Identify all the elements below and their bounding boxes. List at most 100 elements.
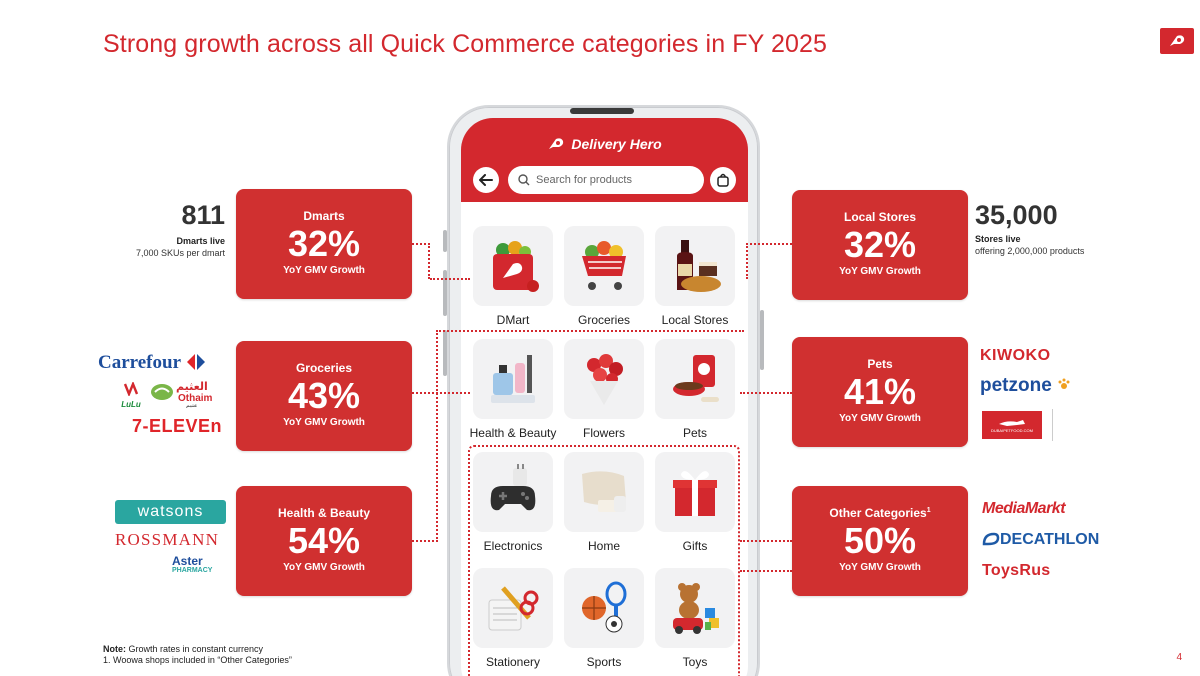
connector-other [740,540,792,572]
connector-groceries [412,392,470,394]
phone-side-button [443,270,447,316]
category-tile-electronics[interactable] [473,452,553,532]
kpi-card-label: YoY GMV Growth [839,562,921,573]
connector-other-bracket [468,445,740,676]
aster-logo: Aster PHARMACY [172,555,212,575]
gift-box-icon [673,471,717,516]
connector-dmarts [430,278,470,280]
othaim-logo: العثيم Othaim عثيم [150,380,222,410]
search-icon [518,174,530,186]
kpi-card-label: YoY GMV Growth [283,265,365,276]
category-label: Gifts [682,539,708,553]
gamepad-icon [490,464,536,511]
petzone-logo-text: petzone [980,375,1052,396]
category-tile-toys[interactable] [655,568,735,648]
phone-speaker [570,108,634,114]
category-tile-pets[interactable] [655,339,735,419]
category-label: Toys [682,655,708,669]
category-tile-health-beauty[interactable] [473,339,553,419]
category-label: Sports [586,655,622,669]
arrow-left-icon [479,174,493,186]
category-tile-home[interactable] [564,452,644,532]
footnote: Note: Growth rates in constant currency … [103,644,292,666]
kpi-card-value: 32% [843,224,917,265]
category-tile-dmart[interactable] [473,226,553,306]
shopping-bag-icon [717,173,729,187]
bag-button[interactable] [710,167,736,193]
dmarts-count-label: Dmarts live [176,236,225,246]
phone-side-button [443,230,447,252]
othaim-logo-text: Othaim [178,393,213,404]
stores-products-note: offering 2,000,000 products [975,246,1085,256]
kpi-card-groceries: Groceries 43% YoY GMV Growth [236,341,412,451]
connector-health [412,330,438,542]
category-label: Pets [682,426,707,440]
category-label: Groceries [577,313,630,327]
lulu-icon [123,380,139,398]
lulu-logo-text: LuLu [121,400,141,409]
toysrus-logo: ToysRus [982,562,1051,579]
dubaipetfood-logo-text: DUBAIPETFOOD.COM [990,427,1033,433]
search-input[interactable]: Search for products [508,166,704,194]
kpi-card-local-stores: Local Stores 32% YoY GMV Growth [792,190,968,300]
carrefour-icon [187,354,206,370]
kpi-card-value: 32% [287,223,361,264]
kpi-card-title: Local Stores [843,210,917,224]
category-label: DMart [496,313,530,327]
category-label: Electronics [483,539,543,553]
dmarts-count: 811 [181,200,225,230]
kpi-card-title: Pets [867,357,893,371]
sports-balls-icon [582,581,627,633]
dubaipetfood-logo: DUBAIPETFOOD.COM [982,411,1042,439]
decathlon-logo-text: DECATHLON [1000,531,1100,548]
carrefour-logo: Carrefour [98,352,207,374]
decathlon-logo: DECATHLON [982,531,1099,549]
stores-count: 35,000 [975,200,1058,230]
decathlon-icon [982,532,1000,546]
kpi-card-value: 50% [843,520,917,561]
category-label: Health & Beauty [469,426,557,440]
search-placeholder: Search for products [536,174,632,186]
app-brand: Delivery Hero [461,136,748,152]
seven-eleven-logo: 7-ELEVEn [132,416,223,436]
pet-food-icon [673,355,719,402]
toys-icon [673,583,719,634]
kpi-card-title: Groceries [295,361,353,375]
aster-pharmacy-text: PHARMACY [172,567,213,574]
carrefour-logo-text: Carrefour [98,352,181,373]
category-tile-sports[interactable] [564,568,644,648]
phone-side-button [760,310,764,370]
back-button[interactable] [473,167,499,193]
category-tile-flowers[interactable] [564,339,644,419]
watsons-logo-text: watsons [137,503,204,520]
page-number: 4 [1176,652,1182,663]
category-tile-local-stores[interactable] [655,226,735,306]
app-brand-name: Delivery Hero [571,136,662,152]
stationery-icon [488,586,539,631]
note-label: Note: [103,644,126,654]
shopping-cart-icon [582,241,626,290]
app-screen: Delivery Hero Search for products DMart [461,118,748,676]
kpi-card-title: Dmarts [303,209,345,223]
othaim-tagline: عثيم [186,403,198,409]
category-tile-stationery[interactable] [473,568,553,648]
footnote-marker: 1 [926,507,931,514]
connector-pets [740,392,792,394]
connector-dmarts [412,243,430,279]
bouquet-icon [587,354,623,405]
phone-side-button [443,330,447,376]
pillow-icon [582,471,626,512]
connector-local-stores [746,243,792,279]
kpi-card-value: 43% [287,375,361,416]
connector-health-bracket [436,330,744,332]
category-tile-groceries[interactable] [564,226,644,306]
kpi-card-other-categories: Other Categories1 50% YoY GMV Growth [792,486,968,596]
category-tile-gifts[interactable] [655,452,735,532]
stores-count-label: Stores live [975,234,1021,244]
category-label: Flowers [582,426,625,440]
kpi-card-value: 54% [287,520,361,561]
petzone-logo: petzone [980,375,1071,397]
logo-divider [1052,409,1053,441]
note-text: Growth rates in constant currency [126,644,264,654]
delivery-hero-logo-icon [1160,28,1194,54]
